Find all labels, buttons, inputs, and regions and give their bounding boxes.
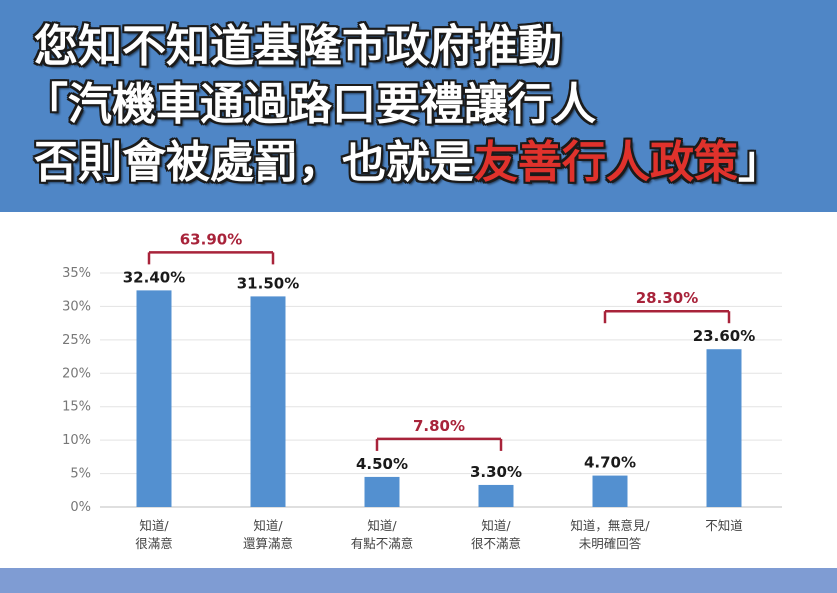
x-category-label: 知道/	[139, 518, 169, 533]
y-tick-label: 0%	[70, 500, 91, 515]
title-line-3: 否則會被處罰，也就是友善行人政策」	[34, 138, 782, 188]
bracket-label: 7.80%	[413, 417, 465, 435]
title-line-3-text: 否則會被處罰，也就是	[34, 137, 474, 188]
bar	[250, 296, 286, 507]
title-line-1: 您知不知道基隆市政府推動	[34, 21, 562, 72]
x-category-label: 知道/	[253, 518, 283, 533]
bar	[136, 290, 172, 507]
data-label: 3.30%	[470, 463, 522, 481]
title-line-2: 「汽機車通過路口要禮讓行人	[24, 79, 596, 130]
x-category-label: 知道/	[367, 518, 397, 533]
x-category-label: 知道，無意見/	[570, 518, 650, 533]
y-tick-label: 15%	[62, 400, 91, 415]
y-tick-label: 30%	[62, 299, 91, 314]
title-highlight: 友善行人政策	[474, 137, 738, 188]
x-category-label: 很滿意	[135, 536, 173, 551]
y-tick-label: 20%	[62, 366, 91, 381]
data-label: 31.50%	[237, 274, 299, 292]
x-category-label: 知道/	[481, 518, 511, 533]
data-label: 23.60%	[693, 327, 755, 345]
y-tick-label: 25%	[62, 333, 91, 348]
bar	[364, 476, 400, 507]
data-label: 4.70%	[584, 454, 636, 472]
bar	[592, 475, 628, 507]
x-category-label: 未明確回答	[579, 536, 642, 551]
bar	[706, 349, 742, 507]
data-label: 32.40%	[123, 268, 185, 286]
x-category-label: 還算滿意	[243, 536, 293, 551]
title-end: 」	[738, 137, 782, 188]
footer-strip	[0, 568, 837, 593]
y-tick-label: 5%	[70, 467, 91, 482]
y-tick-label: 10%	[62, 433, 91, 448]
bracket-label: 63.90%	[180, 230, 242, 248]
x-category-label: 有點不滿意	[351, 536, 414, 551]
data-label: 4.50%	[356, 455, 408, 473]
x-category-label: 不知道	[705, 518, 743, 533]
bracket-label: 28.30%	[636, 289, 698, 307]
x-category-label: 很不滿意	[471, 536, 521, 551]
bar	[478, 484, 514, 507]
y-tick-label: 35%	[62, 266, 91, 281]
header-banner: 您知不知道基隆市政府推動 「汽機車通過路口要禮讓行人 否則會被處罰，也就是友善行…	[0, 0, 837, 212]
